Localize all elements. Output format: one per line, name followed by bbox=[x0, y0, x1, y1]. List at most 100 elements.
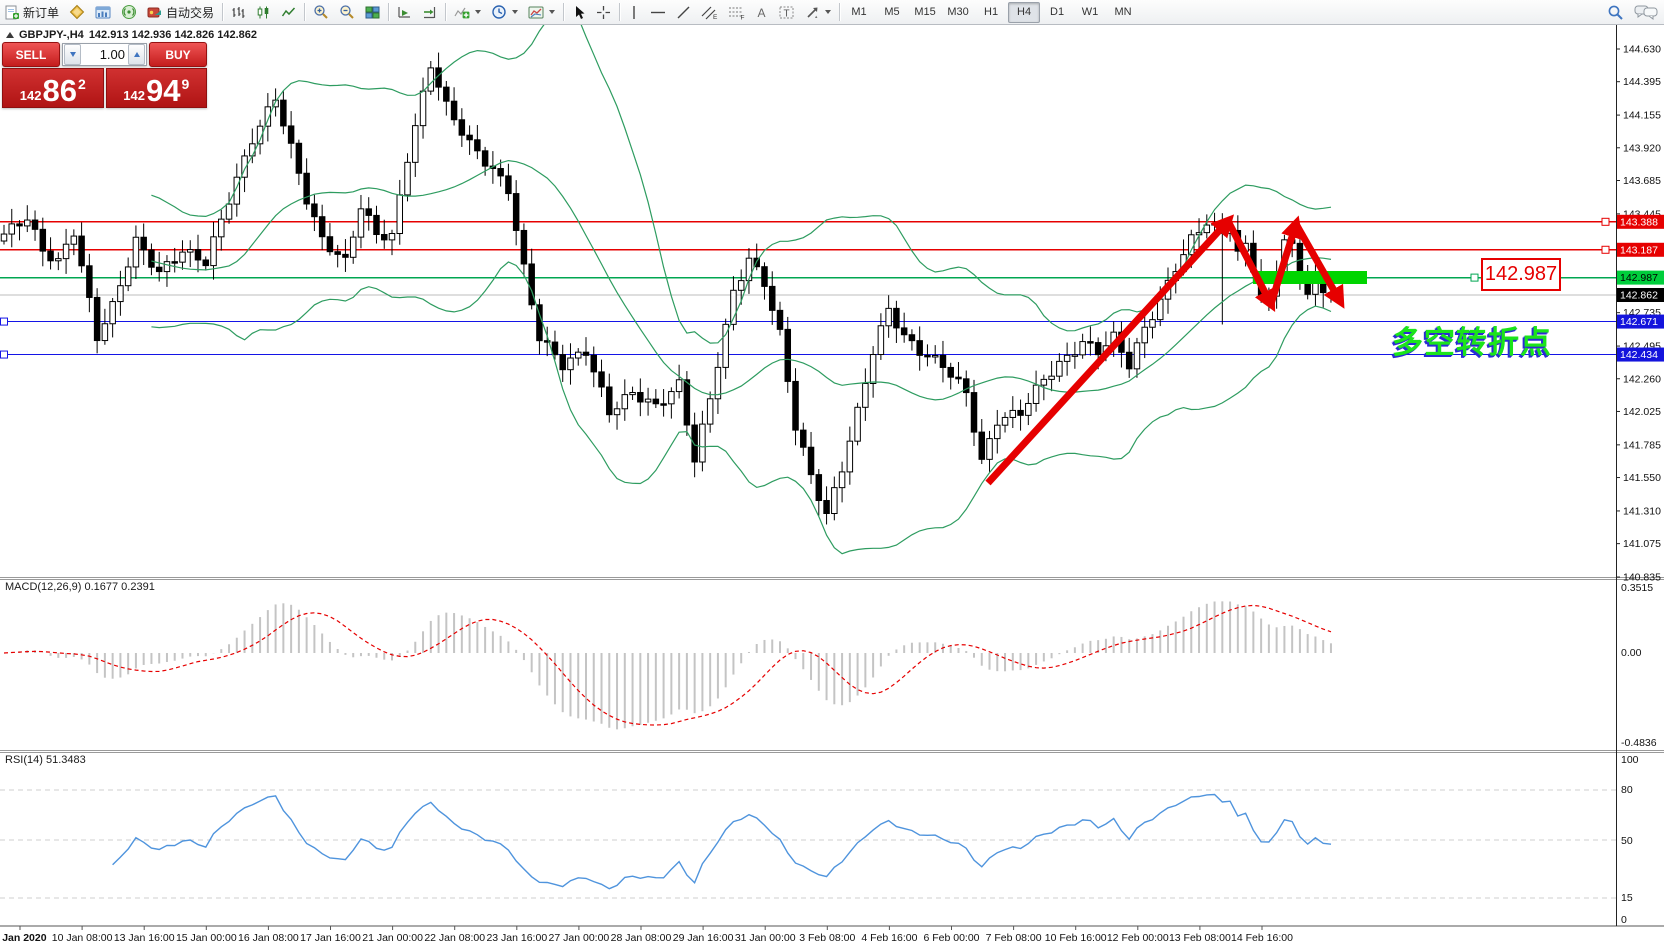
svg-text:6 Feb 00:00: 6 Feb 00:00 bbox=[923, 932, 979, 944]
timeframe-button-M5[interactable]: M5 bbox=[884, 6, 900, 18]
timeframe-button-H1[interactable]: H1 bbox=[984, 6, 999, 18]
svg-text:50: 50 bbox=[1621, 835, 1633, 847]
crosshair-tool-button[interactable] bbox=[591, 1, 616, 23]
svg-text:100: 100 bbox=[1621, 754, 1639, 766]
autotrading-icon bbox=[147, 7, 162, 17]
timeframe-button-M30[interactable]: M30 bbox=[947, 6, 969, 18]
macd-pane bbox=[3, 601, 1332, 730]
templates-icon bbox=[528, 6, 544, 18]
arrows-caret bbox=[825, 10, 832, 14]
price-callout-box[interactable]: 142.987 bbox=[1481, 258, 1561, 291]
one-click-trading-panel: SELL 1.00 BUY 142 86 2 142 94 9 bbox=[2, 42, 207, 108]
candlestick-chart-icon bbox=[257, 6, 269, 18]
svg-text:142.025: 142.025 bbox=[1623, 406, 1661, 418]
svg-text:10 Jan 08:00: 10 Jan 08:00 bbox=[52, 932, 113, 944]
signal-icon bbox=[122, 5, 137, 19]
svg-text:143.388: 143.388 bbox=[1620, 216, 1658, 228]
horizontal-line-icon bbox=[651, 11, 666, 13]
rsi-pane bbox=[0, 789, 1616, 899]
periods-button[interactable] bbox=[486, 1, 523, 23]
sell-button[interactable]: SELL bbox=[2, 42, 60, 67]
timeframe-button-M15[interactable]: M15 bbox=[914, 6, 936, 18]
line-chart-button[interactable] bbox=[276, 1, 301, 23]
chart-window-button[interactable] bbox=[90, 1, 116, 23]
svg-text:3 Feb 08:00: 3 Feb 08:00 bbox=[799, 932, 855, 944]
zoom-out-button[interactable] bbox=[334, 1, 360, 23]
buy-price[interactable]: 142 94 9 bbox=[105, 68, 207, 108]
svg-text:80: 80 bbox=[1621, 784, 1633, 796]
buy-price-pip: 9 bbox=[181, 76, 190, 92]
chart-shift-button[interactable] bbox=[392, 1, 417, 23]
svg-text:31 Jan 00:00: 31 Jan 00:00 bbox=[735, 932, 796, 944]
autotrading-button[interactable]: 自动交易 bbox=[142, 1, 219, 23]
templates-button[interactable] bbox=[523, 1, 560, 23]
autotrading-label: 自动交易 bbox=[166, 5, 215, 20]
svg-text:F: F bbox=[741, 14, 745, 20]
sell-price-main: 86 bbox=[42, 73, 77, 108]
price-axis: 144.630144.395144.155143.920143.685143.4… bbox=[1616, 44, 1664, 926]
svg-text:T: T bbox=[784, 8, 790, 19]
indicators-button[interactable] bbox=[449, 1, 486, 23]
new-order-label: 新订单 bbox=[23, 5, 60, 20]
cursor-icon bbox=[576, 5, 585, 19]
svg-text:144.630: 144.630 bbox=[1623, 44, 1661, 56]
toolbar-separator bbox=[445, 3, 447, 21]
trendline-tool-button[interactable] bbox=[671, 1, 696, 23]
red-trend-arrow bbox=[1224, 219, 1276, 312]
timeframe-button-M1[interactable]: M1 bbox=[851, 6, 867, 18]
vertical-line-tool-button[interactable] bbox=[623, 1, 645, 23]
volume-increase-button[interactable] bbox=[128, 44, 145, 65]
bar-chart-button[interactable] bbox=[226, 1, 251, 23]
timeframe-button-W1[interactable]: W1 bbox=[1081, 6, 1099, 18]
search-icon[interactable] bbox=[1607, 4, 1624, 21]
svg-text:29 Jan 16:00: 29 Jan 16:00 bbox=[673, 932, 734, 944]
svg-text:A: A bbox=[758, 6, 766, 20]
text-tool-button[interactable]: A bbox=[750, 1, 774, 23]
arrows-tool-button[interactable] bbox=[800, 1, 836, 23]
volume-field[interactable]: 1.00 bbox=[62, 43, 147, 66]
buy-button[interactable]: BUY bbox=[149, 42, 207, 67]
svg-text:23 Jan 16:00: 23 Jan 16:00 bbox=[486, 932, 547, 944]
templates-caret bbox=[549, 10, 556, 14]
auto-scroll-button[interactable] bbox=[417, 1, 442, 23]
price-chart[interactable]: 144.630144.395144.155143.920143.685143.4… bbox=[0, 24, 1664, 948]
ohlc-values: 142.913 142.936 142.826 142.862 bbox=[88, 29, 258, 41]
vertical-line-icon bbox=[633, 5, 635, 19]
horizontal-line-tool-button[interactable] bbox=[645, 1, 671, 23]
svg-text:141.075: 141.075 bbox=[1623, 538, 1661, 550]
svg-text:27 Jan 00:00: 27 Jan 00:00 bbox=[549, 932, 610, 944]
zoom-in-icon bbox=[314, 5, 328, 19]
candles bbox=[0, 52, 1335, 525]
volume-decrease-button[interactable] bbox=[64, 44, 81, 65]
tile-windows-icon bbox=[365, 6, 380, 18]
svg-text:21 Jan 00:00: 21 Jan 00:00 bbox=[362, 932, 423, 944]
zoom-in-button[interactable] bbox=[308, 1, 334, 23]
crosshair-icon bbox=[597, 5, 611, 19]
toolbar-separator bbox=[304, 3, 306, 21]
timeframe-button-D1[interactable]: D1 bbox=[1050, 6, 1065, 18]
tile-windows-button[interactable] bbox=[360, 1, 385, 23]
candlestick-chart-button[interactable] bbox=[251, 1, 276, 23]
symbol-period-label: GBPJPY-,H4 bbox=[19, 29, 84, 41]
macd-indicator-label: MACD(12,26,9) 0.1677 0.2391 bbox=[5, 581, 155, 593]
toolbar: 新订单 自动交易 bbox=[0, 0, 1664, 25]
sell-price[interactable]: 142 86 2 bbox=[2, 68, 104, 108]
fibonacci-tool-button[interactable]: F bbox=[723, 1, 750, 23]
auto-scroll-icon bbox=[424, 6, 436, 18]
svg-text:15: 15 bbox=[1621, 892, 1633, 904]
new-order-button[interactable]: 新订单 bbox=[0, 1, 64, 23]
collapse-panel-icon[interactable] bbox=[6, 32, 14, 38]
svg-text:144.395: 144.395 bbox=[1623, 76, 1661, 88]
svg-text:142.987: 142.987 bbox=[1620, 272, 1658, 284]
cursor-tool-button[interactable] bbox=[567, 1, 591, 23]
comments-icon[interactable] bbox=[1634, 4, 1658, 20]
red-trend-arrow bbox=[1292, 222, 1345, 309]
gold-badge-button[interactable] bbox=[64, 1, 90, 23]
turning-point-annotation: 多空转折点 bbox=[1392, 325, 1552, 360]
channel-tool-button[interactable]: E bbox=[696, 1, 723, 23]
signals-button[interactable] bbox=[116, 1, 142, 23]
timeframe-button-MN[interactable]: MN bbox=[1114, 6, 1132, 18]
timeframe-button-H4[interactable]: H4 bbox=[1008, 1, 1041, 23]
text-label-tool-button[interactable]: T bbox=[774, 1, 800, 23]
indicators-icon bbox=[454, 7, 470, 18]
